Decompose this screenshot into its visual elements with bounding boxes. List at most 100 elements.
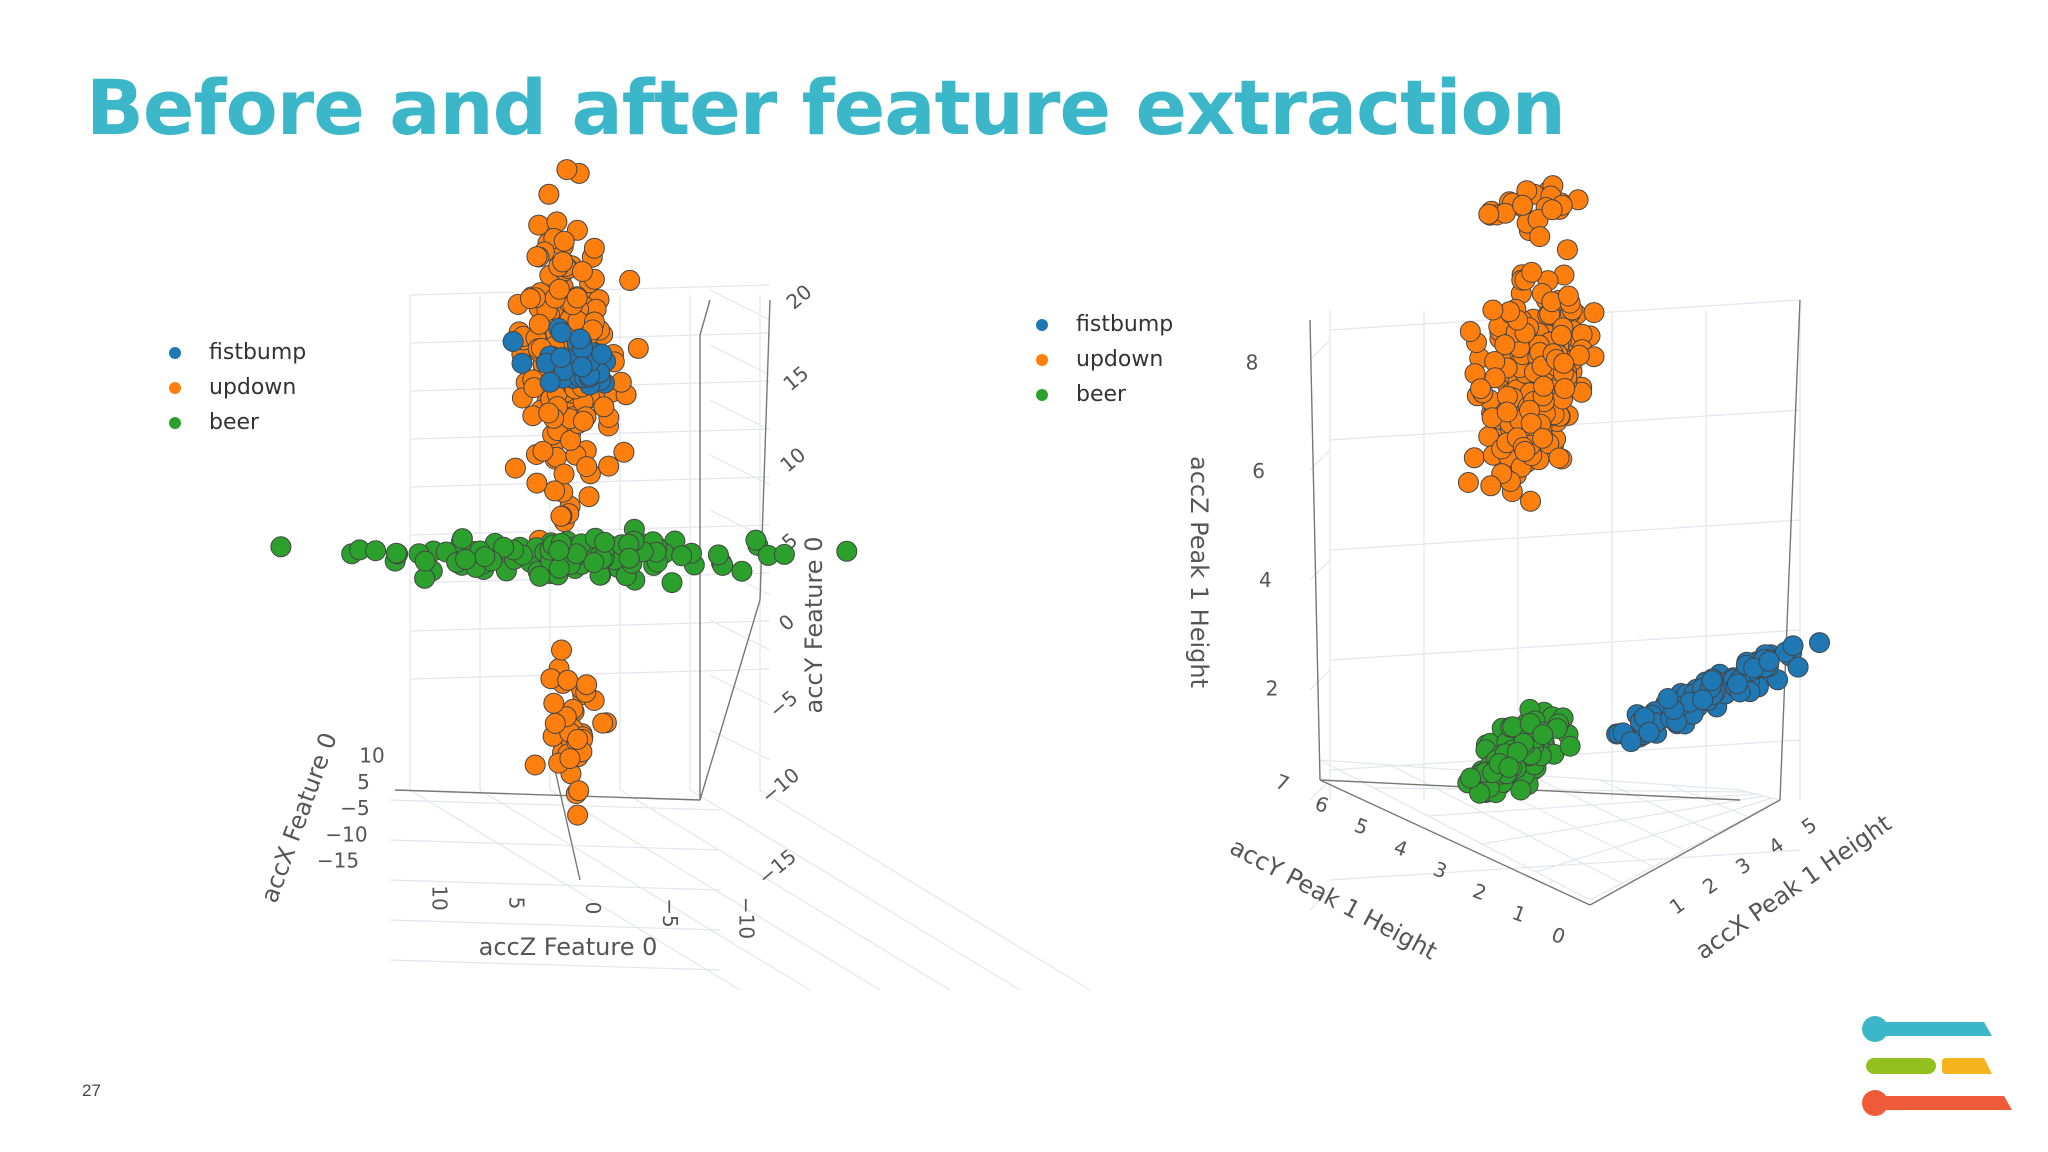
data-point-updown (1478, 203, 1500, 225)
tick-label-x: −5 (658, 898, 682, 927)
axis-line (1319, 779, 1591, 906)
gridline (1309, 669, 1331, 691)
tick-label-z: 2 (1266, 677, 1279, 701)
gridline (409, 789, 741, 991)
legend-item-fistbump[interactable]: fistbump (169, 340, 306, 365)
data-point-beer (618, 547, 640, 569)
data-point-beer (1510, 779, 1532, 801)
legend-item-updown[interactable]: updown (169, 375, 296, 400)
data-point-beer (270, 536, 292, 558)
data-point-fistbump (1787, 656, 1809, 678)
data-point-updown (1484, 367, 1506, 389)
data-point-updown (583, 237, 605, 259)
tick-label-y: −15 (317, 849, 359, 873)
gridline (1535, 797, 1773, 873)
points (270, 159, 858, 826)
tick-label-x: 1 (1665, 892, 1689, 919)
data-point-updown (1470, 378, 1491, 400)
data-point-updown (1556, 239, 1578, 261)
legend-marker-fistbump (169, 347, 181, 359)
brand-logo (1862, 1016, 2012, 1116)
data-point-beer (1532, 724, 1554, 746)
data-point-beer (1559, 735, 1581, 757)
data-point-updown (1514, 440, 1536, 462)
data-point-updown (559, 748, 581, 769)
data-point-fistbump (1692, 689, 1714, 711)
tick-label-y: 4 (1391, 835, 1411, 862)
data-point-updown (1520, 412, 1542, 434)
data-point-beer (548, 540, 570, 561)
data-point-updown (538, 402, 560, 424)
data-point-fistbump (1701, 670, 1723, 692)
data-point-beer (451, 528, 473, 550)
legend[interactable]: fistbump updown beer (1036, 312, 1173, 407)
gridline (409, 620, 771, 632)
data-point-updown (544, 480, 566, 502)
data-point-beer (1502, 716, 1524, 738)
data-point-updown (1529, 226, 1551, 248)
data-point-beer (671, 545, 693, 567)
tick-label-x: 10 (428, 885, 452, 910)
tick-label-z: 8 (1246, 351, 1259, 375)
tick-label-y: 0 (1548, 922, 1568, 949)
gridline (1309, 889, 1331, 911)
data-point-updown (538, 183, 560, 205)
gridline (709, 454, 771, 486)
tick-label-y: −5 (340, 796, 369, 820)
data-point-fistbump (1620, 731, 1642, 753)
data-point-updown (1482, 299, 1504, 321)
data-point-updown (568, 780, 590, 802)
gridline (619, 789, 951, 991)
legend-marker-beer (1036, 389, 1048, 401)
legend-marker-fistbump (1036, 319, 1048, 331)
gridline (479, 789, 811, 991)
gridline (709, 619, 771, 651)
legend-item-beer[interactable]: beer (169, 410, 260, 435)
data-point-fistbump (569, 328, 591, 350)
data-point-fistbump (511, 352, 533, 374)
gridline (1589, 799, 1781, 901)
legend-item-beer[interactable]: beer (1036, 382, 1127, 407)
data-point-updown (593, 396, 615, 418)
legend[interactable]: fistbump updown beer (169, 340, 306, 435)
gridline (389, 799, 721, 811)
data-point-fistbump (571, 356, 593, 378)
axis-line (699, 299, 711, 336)
gridline (1373, 787, 1749, 793)
axis-line (1779, 299, 1801, 801)
legend-item-fistbump[interactable]: fistbump (1036, 312, 1173, 337)
axis-line (699, 599, 761, 801)
data-point-beer (745, 529, 767, 551)
legend-label-updown: updown (209, 375, 296, 400)
gridline (389, 839, 721, 851)
tick-label-y: 3 (1430, 857, 1450, 884)
data-point-updown (1532, 427, 1554, 449)
data-point-updown (1494, 334, 1516, 356)
data-point-updown (567, 728, 589, 750)
data-point-beer (773, 543, 795, 565)
gridline (689, 789, 1021, 991)
data-point-fistbump (1657, 688, 1679, 709)
tick-label-x: 5 (1797, 812, 1821, 839)
data-point-updown (1520, 490, 1541, 512)
data-point-beer (661, 572, 683, 594)
axis-line (554, 769, 581, 881)
tick-label-y: 10 (359, 744, 384, 768)
axis-title-z: accZ Peak 1 Height (1185, 456, 1213, 688)
gridline (1529, 774, 1686, 851)
axis-line (1589, 799, 1781, 906)
gridline (389, 879, 721, 891)
data-point-updown (526, 472, 548, 494)
legend-item-updown[interactable]: updown (1036, 347, 1163, 372)
data-point-updown (1583, 302, 1605, 324)
gridline (1599, 779, 1717, 834)
data-point-fistbump (550, 347, 572, 369)
tick-label-x: 5 (504, 897, 528, 910)
data-point-fistbump (1638, 721, 1660, 743)
gridline (1309, 339, 1331, 361)
data-point-beer (583, 552, 605, 574)
data-point-beer (1498, 756, 1520, 778)
data-point-updown (627, 337, 649, 359)
data-point-updown (1512, 194, 1534, 216)
